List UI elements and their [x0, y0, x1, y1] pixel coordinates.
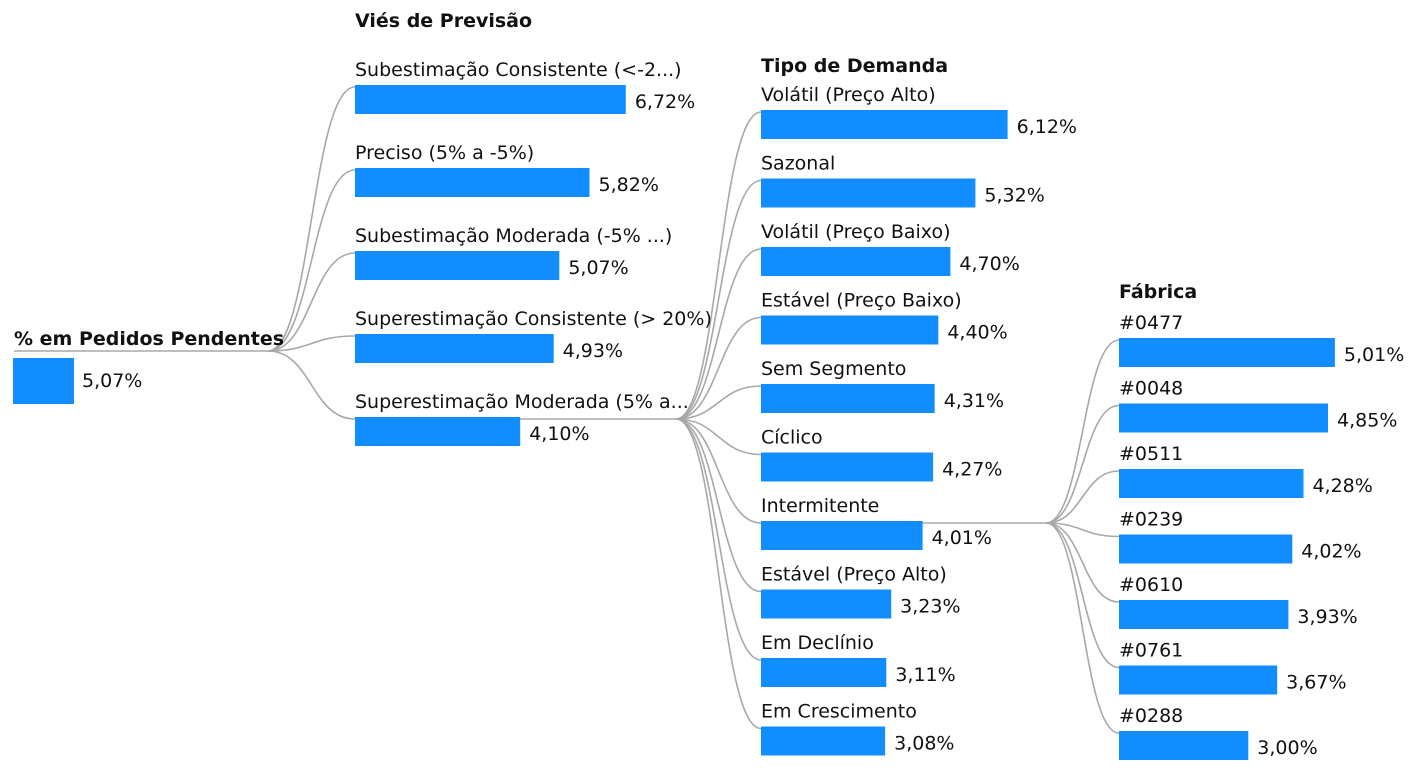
level-1-node-value: 4,10%	[529, 423, 589, 445]
level-3-node-value: 4,28%	[1312, 475, 1372, 497]
level-3-node-value: 3,00%	[1257, 737, 1317, 759]
level-2-connector	[675, 248, 762, 420]
level-3-node-label: #0761	[1119, 640, 1183, 662]
level-1-node-label: Superestimação Moderada (5% a...	[355, 391, 689, 413]
level-3-node-value: 4,02%	[1301, 541, 1361, 563]
level-2-node-bar[interactable]	[761, 178, 976, 208]
level-2-node-bar[interactable]	[761, 384, 935, 413]
level-1-connector	[267, 350, 356, 420]
level-1-node-value: 5,82%	[599, 174, 659, 196]
level-3-node-value: 4,85%	[1337, 410, 1397, 432]
level-2-node-bar[interactable]	[761, 726, 886, 756]
level-2-title: Tipo de Demanda	[761, 55, 948, 77]
level-1-connector	[267, 169, 356, 352]
level-3-node-value: 3,67%	[1286, 672, 1346, 694]
level-1-node-value: 5,07%	[568, 257, 628, 279]
level-1-title: Viés de Previsão	[355, 10, 532, 32]
level-2-connector	[675, 316, 762, 420]
root-bar[interactable]	[13, 358, 74, 404]
level-3-node-bar[interactable]	[1119, 665, 1278, 695]
level-2-node-value: 4,27%	[942, 459, 1002, 481]
level-2-node-bar[interactable]	[761, 452, 934, 482]
level-2-node-value: 4,31%	[944, 390, 1004, 412]
level-1-node-bar[interactable]	[355, 417, 521, 446]
level-3-node-bar[interactable]	[1119, 469, 1304, 498]
level-2-node-label: Em Declínio	[761, 632, 874, 654]
level-3-node-bar[interactable]	[1119, 403, 1328, 433]
level-2-node-value: 4,70%	[959, 253, 1019, 275]
level-1-node-label: Subestimação Moderada (-5% ...)	[355, 225, 672, 247]
level-3-node-label: #0048	[1119, 378, 1183, 400]
level-3-connector	[1045, 339, 1120, 524]
level-1-node-bar[interactable]	[355, 85, 626, 114]
level-2-node-bar[interactable]	[761, 315, 939, 345]
level-2-node-value: 4,01%	[932, 527, 992, 549]
level-2-node-value: 3,23%	[900, 596, 960, 618]
level-3-node-bar[interactable]	[1119, 600, 1289, 629]
level-3-connector	[1045, 404, 1120, 524]
level-2-connector	[675, 418, 762, 730]
level-1-node-label: Preciso (5% a -5%)	[355, 142, 534, 164]
level-2-node-bar[interactable]	[761, 521, 923, 550]
level-3-node-value: 3,93%	[1297, 606, 1357, 628]
level-2-node-label: Em Crescimento	[761, 701, 917, 723]
level-2-connector	[675, 385, 762, 420]
level-1-node-value: 6,72%	[635, 91, 695, 113]
level-2-node-value: 3,08%	[894, 733, 954, 755]
level-2-node-label: Sem Segmento	[761, 358, 906, 380]
level-3-connector	[1045, 522, 1120, 603]
level-2-connector	[675, 418, 762, 524]
connectors	[14, 86, 1120, 734]
level-2-connector	[675, 179, 762, 420]
level-3-node-bar[interactable]	[1119, 731, 1249, 760]
level-2-connector	[675, 418, 762, 456]
level-1-node-value: 4,93%	[563, 340, 623, 362]
level-1-connector	[267, 86, 356, 352]
level-3-node-bar[interactable]	[1119, 534, 1293, 564]
level-3-connector	[1045, 470, 1120, 524]
level-2-node-label: Volátil (Preço Alto)	[761, 84, 936, 106]
level-1-node-label: Subestimação Consistente (<-2...)	[355, 59, 682, 81]
level-3-node-label: #0477	[1119, 312, 1183, 334]
level-3-node-label: #0511	[1119, 443, 1183, 465]
level-2-node-label: Intermitente	[761, 495, 879, 517]
level-3-node-value: 5,01%	[1344, 344, 1404, 366]
level-2-node-label: Estável (Preço Baixo)	[761, 290, 962, 312]
level-2-node-value: 3,11%	[895, 664, 955, 686]
level-2-node-label: Estável (Preço Alto)	[761, 564, 947, 586]
level-2-connector	[675, 418, 762, 661]
level-2-node-bar[interactable]	[761, 247, 951, 276]
level-1-connector	[267, 335, 356, 352]
level-3-node-label: #0239	[1119, 509, 1183, 531]
level-1-connector	[267, 252, 356, 352]
level-2-node-label: Sazonal	[761, 153, 835, 175]
level-1-node-bar[interactable]	[355, 251, 560, 280]
level-3-node-label: #0288	[1119, 705, 1183, 727]
level-3-connector	[1045, 522, 1120, 734]
level-2-connector	[675, 111, 762, 420]
level-2-node-label: Cíclico	[761, 427, 823, 449]
level-2-node-label: Volátil (Preço Baixo)	[761, 221, 951, 243]
level-1-node-label: Superestimação Consistente (> 20%)	[355, 308, 712, 330]
level-2-node-value: 5,32%	[984, 185, 1044, 207]
level-2-node-bar[interactable]	[761, 589, 892, 619]
level-2-node-value: 6,12%	[1017, 116, 1077, 138]
root-value: 5,07%	[82, 370, 142, 392]
level-2-node-bar[interactable]	[761, 110, 1008, 139]
root-title: % em Pedidos Pendentes	[14, 328, 284, 350]
level-1-node-bar[interactable]	[355, 168, 590, 197]
level-1-node-bar[interactable]	[355, 334, 554, 363]
level-3-node-bar[interactable]	[1119, 338, 1335, 367]
level-3-connector	[1045, 522, 1120, 669]
nodes: % em Pedidos Pendentes 5,07% Viés de Previ…	[13, 10, 1404, 760]
level-2-node-value: 4,40%	[947, 322, 1007, 344]
level-3-title: Fábrica	[1119, 281, 1197, 303]
level-2-node-bar[interactable]	[761, 658, 887, 687]
level-3-node-label: #0610	[1119, 574, 1183, 596]
level-3-connector	[1045, 522, 1120, 538]
level-2-connector	[675, 418, 762, 593]
